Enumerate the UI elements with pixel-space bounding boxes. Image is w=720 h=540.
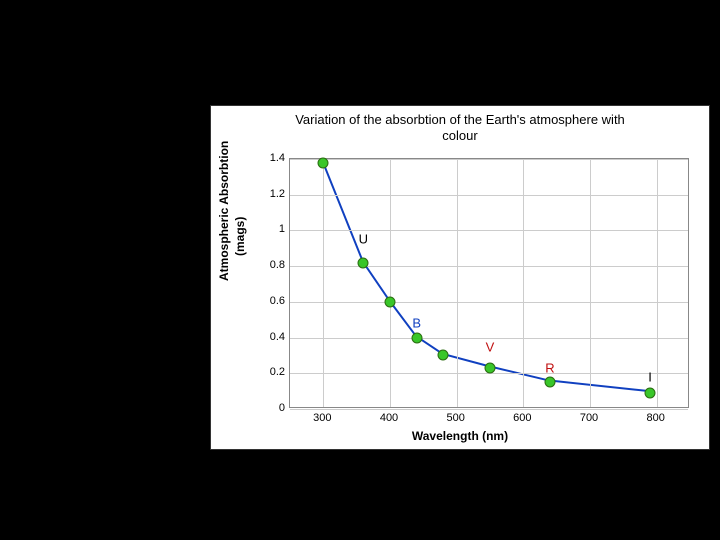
chart-title: Variation of the absorbtion of the Earth… bbox=[211, 112, 709, 143]
chart-title-line2: colour bbox=[442, 128, 477, 143]
list-item: Hlavnou metódou v stelárnej astrofyzike … bbox=[20, 62, 700, 85]
chart-title-line1: Variation of the absorbtion of the Earth… bbox=[295, 112, 625, 127]
chart-marker bbox=[645, 387, 656, 398]
chart-gridline-v bbox=[323, 159, 324, 407]
chart-xtick: 600 bbox=[513, 412, 531, 424]
chart-ytick: 0.4 bbox=[265, 331, 285, 343]
chart-band-label: I bbox=[648, 369, 652, 384]
chart-xtick: 400 bbox=[380, 412, 398, 424]
chart-band-label: B bbox=[412, 316, 421, 331]
chart-marker bbox=[385, 296, 396, 307]
chart-gridline-h bbox=[290, 230, 688, 231]
chart-ytick: 0 bbox=[265, 402, 285, 414]
chart-xtick: 300 bbox=[313, 412, 331, 424]
absorption-chart: Variation of the absorbtion of the Earth… bbox=[210, 105, 710, 450]
chart-marker bbox=[438, 350, 449, 361]
ylabel-line1: Atmospheric Absorbtion bbox=[217, 141, 231, 281]
chart-marker bbox=[545, 377, 556, 388]
chart-band-label: V bbox=[486, 339, 495, 354]
chart-gridline-v bbox=[457, 159, 458, 407]
chart-band-label: U bbox=[359, 232, 368, 247]
chart-gridline-h bbox=[290, 409, 688, 410]
chart-gridline-h bbox=[290, 302, 688, 303]
chart-marker bbox=[411, 332, 422, 343]
chart-gridline-h bbox=[290, 373, 688, 374]
page-title: CCD fotometria bbox=[88, 14, 268, 44]
chart-xtick: 500 bbox=[446, 412, 464, 424]
chart-ytick: 1.4 bbox=[265, 152, 285, 164]
chart-gridline-h bbox=[290, 159, 688, 160]
chart-gridline-h bbox=[290, 266, 688, 267]
chart-xtick: 800 bbox=[646, 412, 664, 424]
chart-gridline-h bbox=[290, 195, 688, 196]
chart-ytick: 1.2 bbox=[265, 188, 285, 200]
chart-marker bbox=[318, 157, 329, 168]
chart-xtick: 700 bbox=[580, 412, 598, 424]
chart-plot-area: U B V R I bbox=[289, 158, 689, 408]
chart-marker bbox=[358, 257, 369, 268]
chart-xlabel: Wavelength (nm) bbox=[211, 429, 709, 443]
chart-marker bbox=[485, 362, 496, 373]
ylabel-line2: (mags) bbox=[233, 217, 247, 256]
chart-ytick: 1 bbox=[265, 223, 285, 235]
chart-gridline-v bbox=[590, 159, 591, 407]
chart-ytick: 0.8 bbox=[265, 259, 285, 271]
chart-ylabel: Atmospheric Absorbtion bbox=[217, 141, 231, 281]
chart-ytick: 0.2 bbox=[265, 366, 285, 378]
chart-gridline-v bbox=[523, 159, 524, 407]
chart-gridline-v bbox=[657, 159, 658, 407]
chart-ylabel2: (mags) bbox=[233, 217, 247, 256]
chart-band-label: R bbox=[545, 360, 554, 375]
chart-gridline-v bbox=[390, 159, 391, 407]
chart-ytick: 0.6 bbox=[265, 295, 285, 307]
